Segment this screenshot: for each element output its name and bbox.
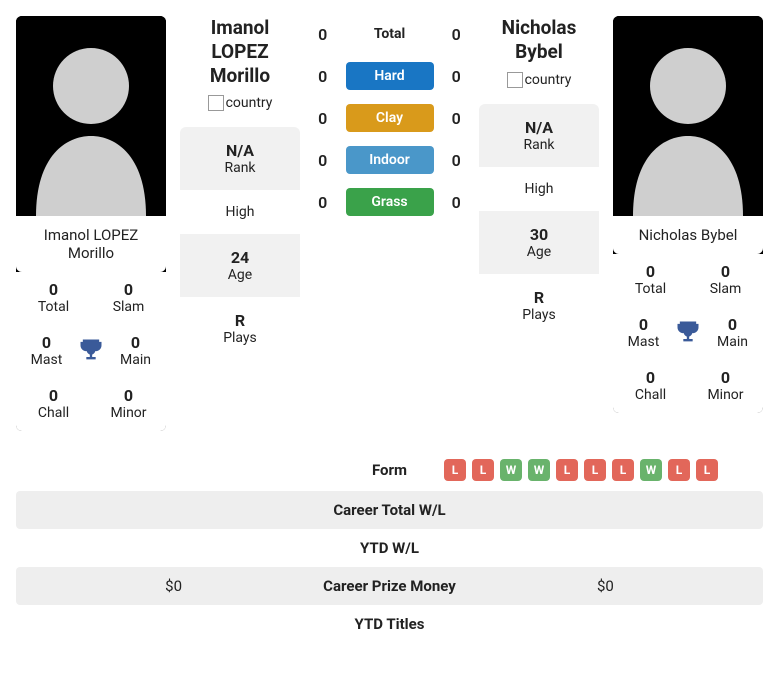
cmp-ytd-titles: YTD Titles <box>16 605 763 643</box>
player2-name: Nicholas Bybel <box>479 16 599 64</box>
title-cell: 0Slam <box>688 254 763 307</box>
title-cell: 0Total <box>613 254 688 307</box>
h2h-grass: 0 Grass 0 <box>314 188 465 216</box>
form-loss-badge: L <box>584 459 606 481</box>
player1-titles-grid: 0Total0Slam 0Mast 0Main 0Chall0Minor <box>16 272 166 431</box>
form-loss-badge: L <box>612 459 634 481</box>
surface-indoor-pill[interactable]: Indoor <box>346 146 434 174</box>
player2-info-column: Nicholas Bybel country N/A Rank High 30 … <box>479 16 599 337</box>
title-cell: 0Total <box>16 272 91 325</box>
h2h-total: 0 Total 0 <box>314 20 465 48</box>
trophy-icon <box>674 318 702 350</box>
h2h-column: 0 Total 0 0 Hard 0 0 Clay 0 0 Indoor 0 0… <box>314 16 465 216</box>
form-loss-badge: L <box>472 459 494 481</box>
player1-photo <box>16 16 166 216</box>
title-cell: 0Slam <box>91 272 166 325</box>
p2-age: 30 Age <box>479 211 599 274</box>
p1-rank: N/A Rank <box>180 127 300 190</box>
title-cell: 0Mast <box>613 307 674 360</box>
form-loss-badge: L <box>668 459 690 481</box>
player2-card: Nicholas Bybel 0Total0Slam 0Mast 0Main 0Cha… <box>613 16 763 413</box>
title-cell: 0Main <box>105 325 166 378</box>
p2-rank: N/A Rank <box>479 104 599 167</box>
surface-grass-pill[interactable]: Grass <box>346 188 434 216</box>
player1-info-stack: N/A Rank High 24 Age R Plays <box>180 127 300 360</box>
player1-info-column: Imanol LOPEZ Morillo country N/A Rank Hi… <box>180 16 300 360</box>
cmp-prize: $0 Career Prize Money $0 <box>16 567 763 605</box>
h2h-total-label: Total <box>346 20 434 48</box>
form-loss-badge: L <box>556 459 578 481</box>
player1-name: Imanol LOPEZ Morillo <box>180 16 300 87</box>
form-loss-badge: L <box>444 459 466 481</box>
player2-name-under: Nicholas Bybel <box>613 216 763 254</box>
p2-form: LLWWLLLWLL <box>407 459 755 481</box>
h2h-indoor: 0 Indoor 0 <box>314 146 465 174</box>
player2-flag: country <box>507 72 572 88</box>
p1-high: High <box>180 190 300 234</box>
broken-image-icon <box>208 95 224 111</box>
player2-info-stack: N/A Rank High 30 Age R Plays <box>479 104 599 337</box>
title-cell: 0Minor <box>688 360 763 413</box>
p2-plays: R Plays <box>479 274 599 337</box>
surface-clay-pill[interactable]: Clay <box>346 104 434 132</box>
surface-hard-pill[interactable]: Hard <box>346 62 434 90</box>
title-cell: 0Mast <box>16 325 77 378</box>
p1-age: 24 Age <box>180 234 300 297</box>
player1-card: Imanol LOPEZ Morillo 0Total0Slam 0Mast 0Ma… <box>16 16 166 431</box>
player1-name-under: Imanol LOPEZ Morillo <box>16 216 166 272</box>
title-cell: 0Chall <box>16 378 91 431</box>
cmp-ytd-wl: YTD W/L <box>16 529 763 567</box>
p1-plays: R Plays <box>180 297 300 360</box>
form-win-badge: W <box>640 459 662 481</box>
form-win-badge: W <box>528 459 550 481</box>
p2-high: High <box>479 167 599 211</box>
player2-titles-grid: 0Total0Slam 0Mast 0Main 0Chall0Minor <box>613 254 763 413</box>
head-to-head-panel: Imanol LOPEZ Morillo 0Total0Slam0Mast0Ma… <box>16 16 763 431</box>
title-cell: 0Minor <box>91 378 166 431</box>
title-cell: 0Main <box>702 307 763 360</box>
form-win-badge: W <box>500 459 522 481</box>
h2h-hard: 0 Hard 0 <box>314 62 465 90</box>
trophy-icon <box>77 336 105 368</box>
cmp-form: Form LLWWLLLWLL <box>16 449 763 491</box>
cmp-career-wl: Career Total W/L <box>16 491 763 529</box>
broken-image-icon <box>507 72 523 88</box>
h2h-clay: 0 Clay 0 <box>314 104 465 132</box>
player1-flag: country <box>208 95 273 111</box>
title-cell: 0Chall <box>613 360 688 413</box>
form-loss-badge: L <box>696 459 718 481</box>
comparison-table: Form LLWWLLLWLL Career Total W/L YTD W/L… <box>16 449 763 643</box>
player2-photo <box>613 16 763 216</box>
